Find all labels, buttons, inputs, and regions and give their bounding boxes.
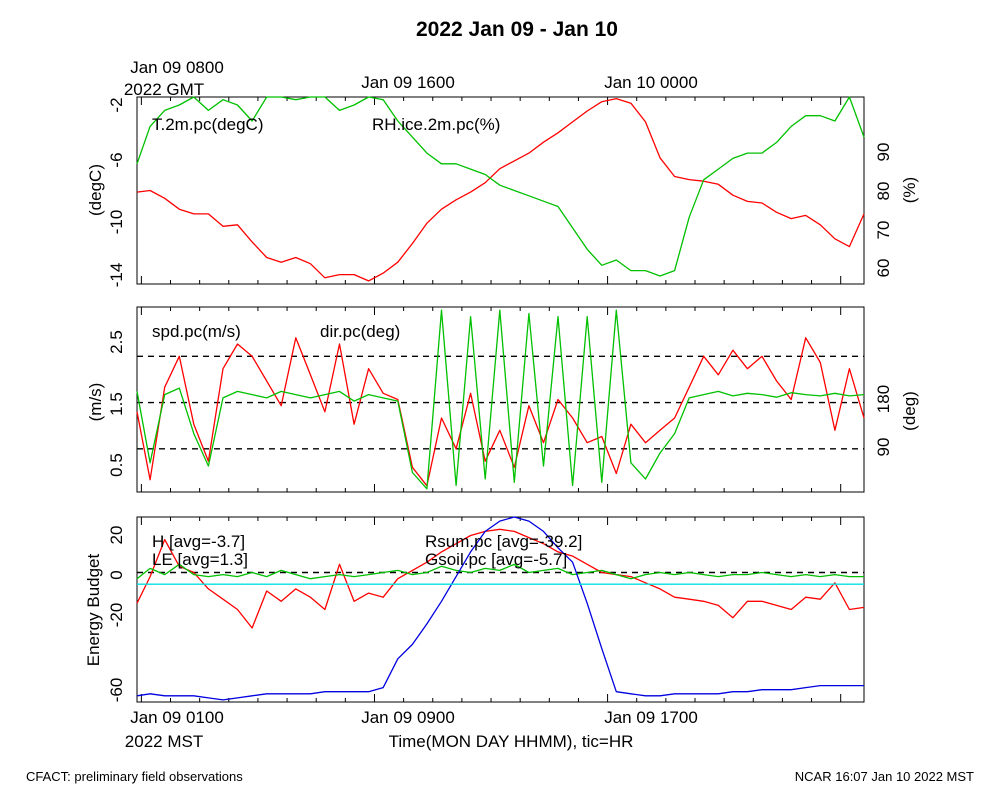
p1-yleft-tick-0: -2 [107, 97, 126, 112]
footer-left: CFACT: preliminary field observations [26, 769, 243, 784]
panel3-frame [136, 516, 865, 703]
series-line-rsum-pc [136, 516, 864, 701]
series-line-le [136, 563, 864, 580]
series-line-rh-ice-2m-pc- [136, 96, 865, 277]
energy-budget-panel: H [avg=-3.7] LE [avg=1.3] Rsum.pc [avg=-… [84, 516, 865, 703]
p3-yleft-tick-minus20: -20 [107, 603, 126, 628]
series-line-h [136, 528, 865, 629]
p3-yleft-label: Energy Budget [84, 553, 103, 666]
p2-yleft-tick-0: 0.5 [107, 453, 126, 477]
p1-yright-tick-60: 60 [874, 259, 893, 278]
bottom-axis-label-0900: Jan 09 0900 [361, 708, 455, 727]
p1-yright-label: (%) [900, 177, 919, 203]
top-axis-label-gmt: Jan 09 0800 [130, 58, 224, 77]
wind-panel: spd.pc(m/s) dir.pc(deg) 0.5 1.5 2.5 (m/s… [86, 306, 919, 493]
h-legend: H [avg=-3.7] [152, 532, 245, 551]
p2-yright-tick-180: 180 [874, 385, 893, 413]
bottom-axis-label-mst-year: 2022 MST [125, 732, 203, 751]
series-line-dir-pc-deg- [136, 309, 865, 490]
direction-legend: dir.pc(deg) [320, 322, 400, 341]
bottom-axis-label-1700: Jan 09 1700 [604, 708, 698, 727]
p1-yright-tick-80: 80 [874, 182, 893, 201]
temperature-humidity-panel: T.2m.pc(degC) RH.ice.2m.pc(%) -2 -6 -10 … [86, 96, 919, 288]
figure-title: 2022 Jan 09 - Jan 10 [416, 18, 618, 41]
rsum-legend: Rsum.pc [avg=-39.2] [425, 532, 582, 551]
gsoil-legend: Gsoil.pc [avg=-5.7] [425, 550, 567, 569]
p1-yleft-tick-2: -10 [107, 210, 126, 235]
p1-yright-tick-90: 90 [874, 143, 893, 162]
top-axis-label-1600: Jan 09 1600 [361, 73, 455, 92]
panel2-frame [136, 306, 865, 493]
p3-yleft-tick-20: 20 [107, 526, 126, 545]
p3-yleft-tick-0: 0 [107, 570, 126, 579]
p3-yleft-tick-minus60: -60 [107, 678, 126, 703]
p1-yleft-tick-1: -6 [107, 152, 126, 167]
p2-yright-tick-90: 90 [874, 438, 893, 457]
p2-yleft-tick-1: 1.5 [107, 392, 126, 416]
p1-yleft-tick-3: -14 [107, 263, 126, 288]
p1-yleft-label: (degC) [86, 164, 105, 216]
p2-yright-label: (deg) [900, 391, 919, 431]
footer-right: NCAR 16:07 Jan 10 2022 MST [795, 769, 974, 784]
humidity-legend: RH.ice.2m.pc(%) [372, 115, 500, 134]
p2-yleft-tick-2: 2.5 [107, 330, 126, 354]
temperature-legend: T.2m.pc(degC) [152, 115, 263, 134]
speed-legend: spd.pc(m/s) [152, 322, 241, 341]
series-line-spd-pc-m-s- [136, 337, 865, 487]
panel1-frame [136, 96, 865, 285]
series-line-t-2m-pc-degc- [136, 97, 865, 282]
top-axis-label-0000: Jan 10 0000 [604, 73, 698, 92]
p1-yright-tick-70: 70 [874, 221, 893, 240]
top-axis-label-gmt-year: 2022 GMT [124, 80, 204, 99]
p2-yleft-label: (m/s) [86, 383, 105, 422]
le-legend: LE [avg=1.3] [152, 550, 248, 569]
bottom-axis-label-0100: Jan 09 0100 [130, 708, 224, 727]
x-axis-title: Time(MON DAY HHMM), tic=HR [389, 732, 634, 751]
